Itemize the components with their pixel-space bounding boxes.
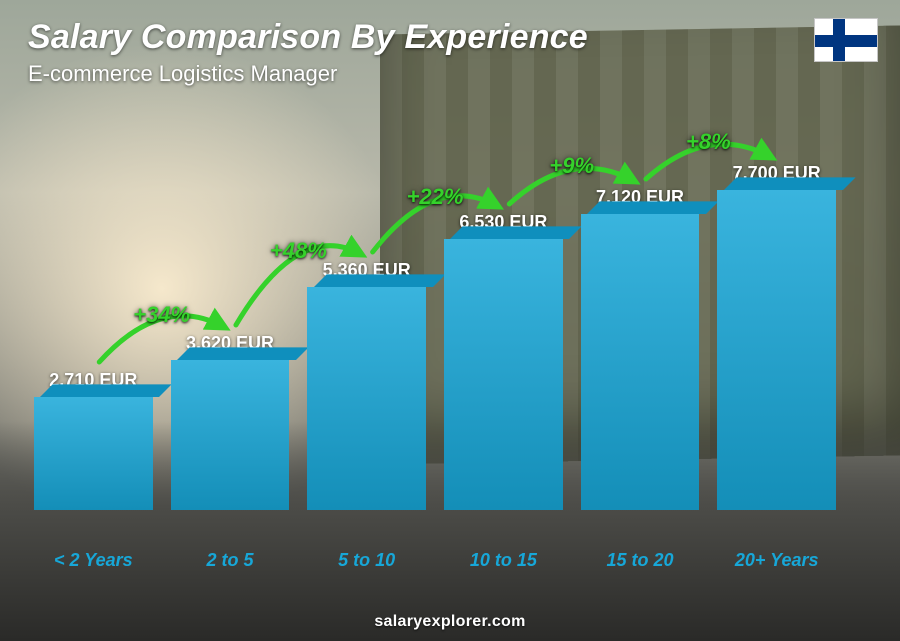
chart-subtitle: E-commerce Logistics Manager — [28, 61, 588, 87]
bar-front-face — [581, 214, 700, 510]
title-block: Salary Comparison By Experience E-commer… — [28, 18, 588, 87]
chart-title: Salary Comparison By Experience — [28, 18, 588, 57]
bar — [307, 287, 426, 510]
pct-increase-label: +9% — [549, 153, 594, 179]
bar-front-face — [171, 360, 290, 510]
bar — [717, 190, 836, 510]
infographic-stage: Salary Comparison By Experience E-commer… — [0, 0, 900, 641]
bar-wrap: 3,620 EUR — [171, 333, 290, 510]
bar-top-face — [724, 177, 855, 190]
bar-top-face — [587, 201, 718, 214]
bar-top-face — [314, 274, 445, 287]
x-axis-label: < 2 Years — [34, 550, 153, 571]
finland-flag-icon — [814, 18, 878, 62]
bar-wrap: 6,530 EUR — [444, 212, 563, 510]
bar-chart: 2,710 EUR3,620 EUR5,360 EUR6,530 EUR7,12… — [30, 130, 840, 571]
x-axis-label: 10 to 15 — [444, 550, 563, 571]
pct-increase-label: +34% — [133, 302, 190, 328]
bar — [581, 214, 700, 510]
x-axis-labels: < 2 Years 2 to 5 5 to 10 10 to 15 15 to 20 20… — [30, 550, 840, 571]
bar-top-face — [450, 226, 581, 239]
flag-cross-h — [815, 35, 877, 47]
bar-wrap: 5,360 EUR — [307, 260, 426, 510]
x-axis-label: 15 to 20 — [581, 550, 700, 571]
bar-front-face — [717, 190, 836, 510]
footer-source: salaryexplorer.com — [0, 613, 900, 631]
x-axis-label: 20+ Years — [717, 550, 836, 571]
flag-cross-v — [833, 19, 845, 61]
bar-top-face — [40, 384, 171, 397]
pct-increase-label: +48% — [270, 238, 327, 264]
bar-wrap: 7,120 EUR — [581, 187, 700, 510]
x-axis-label: 2 to 5 — [171, 550, 290, 571]
bar-front-face — [307, 287, 426, 510]
bar-top-face — [177, 347, 308, 360]
bar-wrap: 2,710 EUR — [34, 370, 153, 510]
pct-increase-label: +22% — [407, 184, 464, 210]
bar-front-face — [34, 397, 153, 510]
bar — [171, 360, 290, 510]
x-axis-label: 5 to 10 — [307, 550, 426, 571]
bar — [34, 397, 153, 510]
pct-increase-label: +8% — [686, 129, 731, 155]
bar-front-face — [444, 239, 563, 510]
bar-wrap: 7,700 EUR — [717, 163, 836, 510]
bar — [444, 239, 563, 510]
